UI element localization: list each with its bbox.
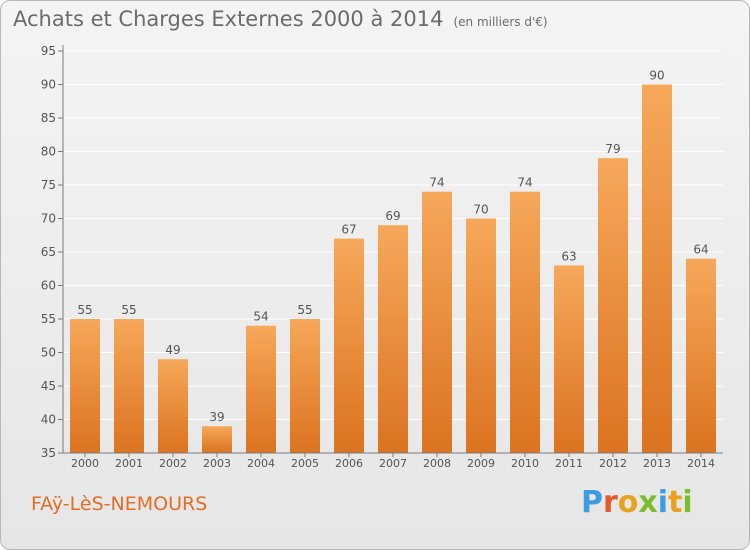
x-tick-label: 2003 <box>203 457 231 470</box>
x-tick-label: 2002 <box>159 457 187 470</box>
x-tick-label: 2012 <box>599 457 627 470</box>
x-tick-label: 2011 <box>555 457 583 470</box>
y-tick-label: 35 <box>41 446 56 460</box>
data-label: 55 <box>297 303 312 317</box>
y-tick-label: 75 <box>41 178 56 192</box>
logo-letter: i <box>682 485 693 520</box>
logo-letter: t <box>668 485 683 520</box>
y-tick-label: 70 <box>41 212 56 226</box>
chart-title-text: Achats et Charges Externes 2000 à 2014 <box>13 7 444 31</box>
logo-letter: o <box>617 485 639 520</box>
logo-letter: P <box>581 485 603 520</box>
data-label: 63 <box>561 249 576 263</box>
proxiti-logo: Proxiti <box>581 485 693 520</box>
bar-2010 <box>510 191 540 453</box>
y-tick-label: 60 <box>41 279 56 293</box>
y-tick-label: 55 <box>41 312 56 326</box>
x-tick-label: 2010 <box>511 457 539 470</box>
data-label: 64 <box>693 243 708 257</box>
bar-2005 <box>290 319 320 453</box>
commune-name: FAÿ-LèS-NEMOURS <box>31 493 208 515</box>
bars <box>70 84 716 453</box>
x-tick-label: 2001 <box>115 457 143 470</box>
bar-2011 <box>554 265 584 453</box>
chart-title: Achats et Charges Externes 2000 à 2014 (e… <box>13 7 548 31</box>
logo-letter: i <box>657 485 669 520</box>
x-tick-label: 2009 <box>467 457 495 470</box>
data-label: 55 <box>77 303 92 317</box>
data-label: 74 <box>429 176 444 190</box>
data-label: 55 <box>121 303 136 317</box>
x-tick-label: 2014 <box>687 457 715 470</box>
axes <box>58 45 723 457</box>
bar-2006 <box>334 238 364 453</box>
chart-unit: (en milliers d'€) <box>453 15 548 29</box>
logo-letter: x <box>638 485 658 520</box>
bar-2004 <box>246 325 276 453</box>
bar-2001 <box>114 319 144 453</box>
bar-2007 <box>378 225 408 453</box>
bar-2012 <box>598 158 628 453</box>
y-tick-label: 65 <box>41 245 56 259</box>
bar-2000 <box>70 319 100 453</box>
x-tick-label: 2008 <box>423 457 451 470</box>
x-tick-label: 2007 <box>379 457 407 470</box>
data-label: 67 <box>341 223 356 237</box>
x-tick-label: 2013 <box>643 457 671 470</box>
data-label: 90 <box>649 69 664 83</box>
bar-2008 <box>422 191 452 453</box>
data-label: 39 <box>209 410 224 424</box>
y-tick-label: 80 <box>41 145 56 159</box>
bar-2003 <box>202 426 232 453</box>
bar-2014 <box>686 258 716 453</box>
data-label: 69 <box>385 209 400 223</box>
data-label: 49 <box>165 343 180 357</box>
bar-2009 <box>466 218 496 453</box>
data-label: 70 <box>473 203 488 217</box>
data-label: 74 <box>517 176 532 190</box>
x-tick-label: 2005 <box>291 457 319 470</box>
x-tick-label: 2000 <box>71 457 99 470</box>
labels: 35 40 45 50 55 60 65 70 75 80 85 90 95 55 2000 55 2001 49… <box>41 44 715 470</box>
x-tick-label: 2004 <box>247 457 275 470</box>
bar-2013 <box>642 84 672 453</box>
y-tick-label: 95 <box>41 44 56 58</box>
data-label: 79 <box>605 142 620 156</box>
bar-2002 <box>158 359 188 453</box>
y-tick-label: 50 <box>41 346 56 360</box>
y-tick-label: 45 <box>41 379 56 393</box>
logo-letter: r <box>603 485 618 520</box>
data-label: 54 <box>253 310 268 324</box>
y-tick-label: 40 <box>41 413 56 427</box>
y-tick-label: 90 <box>41 78 56 92</box>
y-tick-label: 85 <box>41 111 56 125</box>
x-tick-label: 2006 <box>335 457 363 470</box>
